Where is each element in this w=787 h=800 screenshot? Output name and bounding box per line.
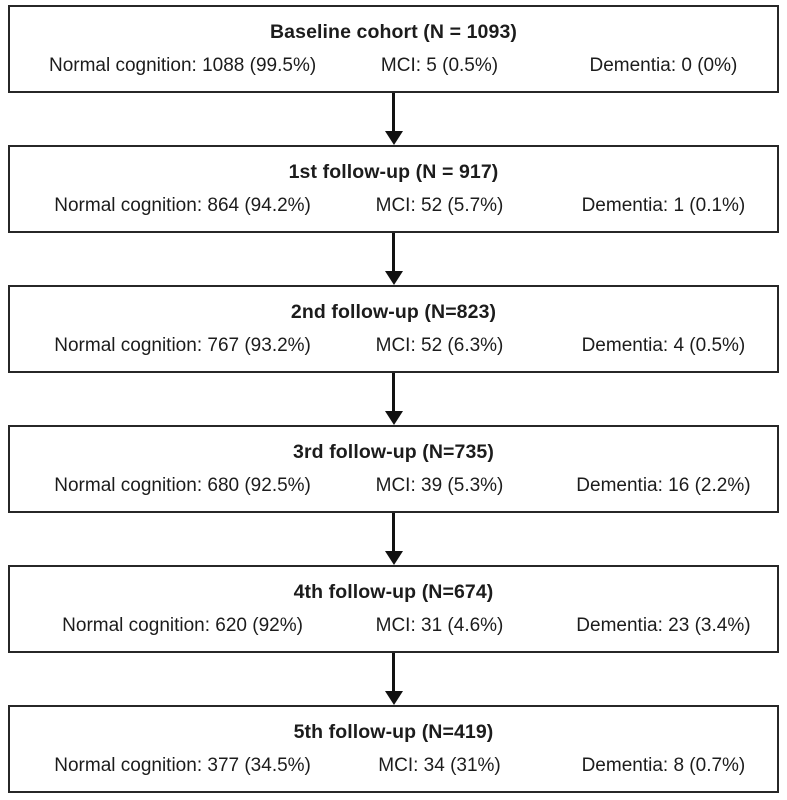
dementia-value: Dementia: 23 (3.4%): [576, 615, 751, 637]
mci-value: MCI: 5 (0.5%): [380, 55, 499, 77]
down-arrow-icon: [384, 131, 403, 145]
mci-value: MCI: 52 (6.3%): [375, 335, 504, 357]
stage-box-baseline: Baseline cohort (N = 1093) Normal cognit…: [8, 5, 779, 93]
stage-box-followup-4: 4th follow-up (N=674) Normal cognition: …: [8, 565, 779, 653]
stage-breakdown-row: Normal cognition: 377 (34.5%) MCI: 34 (3…: [10, 755, 777, 777]
dementia-value: Dementia: 1 (0.1%): [581, 195, 746, 217]
stage-title: 2nd follow-up (N=823): [290, 301, 497, 324]
down-arrow: [8, 233, 779, 285]
down-arrow: [8, 93, 779, 145]
down-arrow: [8, 373, 779, 425]
stage-title: 4th follow-up (N=674): [293, 581, 494, 604]
stage-title: 5th follow-up (N=419): [293, 721, 494, 744]
arrow-line: [392, 373, 395, 411]
dementia-value: Dementia: 4 (0.5%): [581, 335, 746, 357]
arrow-line: [392, 513, 395, 551]
dementia-value: Dementia: 0 (0%): [589, 55, 738, 77]
stage-box-followup-3: 3rd follow-up (N=735) Normal cognition: …: [8, 425, 779, 513]
mci-value: MCI: 31 (4.6%): [375, 615, 504, 637]
down-arrow-icon: [384, 551, 403, 565]
dementia-value: Dementia: 16 (2.2%): [576, 475, 751, 497]
down-arrow: [8, 513, 779, 565]
dementia-value: Dementia: 8 (0.7%): [581, 755, 746, 777]
stage-title: 1st follow-up (N = 917): [288, 161, 499, 184]
normal-cognition-value: Normal cognition: 767 (93.2%): [54, 335, 311, 357]
arrow-line: [392, 653, 395, 691]
stage-title: 3rd follow-up (N=735): [293, 441, 494, 464]
mci-value: MCI: 39 (5.3%): [375, 475, 504, 497]
stage-title: Baseline cohort (N = 1093): [270, 21, 517, 44]
mci-value: MCI: 52 (5.7%): [375, 195, 504, 217]
normal-cognition-value: Normal cognition: 1088 (99.5%): [48, 55, 317, 77]
stage-box-followup-5: 5th follow-up (N=419) Normal cognition: …: [8, 705, 779, 793]
normal-cognition-value: Normal cognition: 620 (92%): [62, 615, 303, 637]
normal-cognition-value: Normal cognition: 680 (92.5%): [54, 475, 311, 497]
mci-value: MCI: 34 (31%): [378, 755, 501, 777]
stage-breakdown-row: Normal cognition: 680 (92.5%) MCI: 39 (5…: [10, 475, 777, 497]
down-arrow-icon: [384, 271, 403, 285]
stage-box-followup-1: 1st follow-up (N = 917) Normal cognition…: [8, 145, 779, 233]
stage-breakdown-row: Normal cognition: 864 (94.2%) MCI: 52 (5…: [10, 195, 777, 217]
stage-box-followup-2: 2nd follow-up (N=823) Normal cognition: …: [8, 285, 779, 373]
normal-cognition-value: Normal cognition: 377 (34.5%): [54, 755, 311, 777]
arrow-line: [392, 93, 395, 131]
normal-cognition-value: Normal cognition: 864 (94.2%): [54, 195, 311, 217]
down-arrow: [8, 653, 779, 705]
down-arrow-icon: [384, 411, 403, 425]
stage-breakdown-row: Normal cognition: 1088 (99.5%) MCI: 5 (0…: [10, 55, 777, 77]
arrow-line: [392, 233, 395, 271]
stage-breakdown-row: Normal cognition: 767 (93.2%) MCI: 52 (6…: [10, 335, 777, 357]
down-arrow-icon: [384, 691, 403, 705]
stage-breakdown-row: Normal cognition: 620 (92%) MCI: 31 (4.6…: [10, 615, 777, 637]
